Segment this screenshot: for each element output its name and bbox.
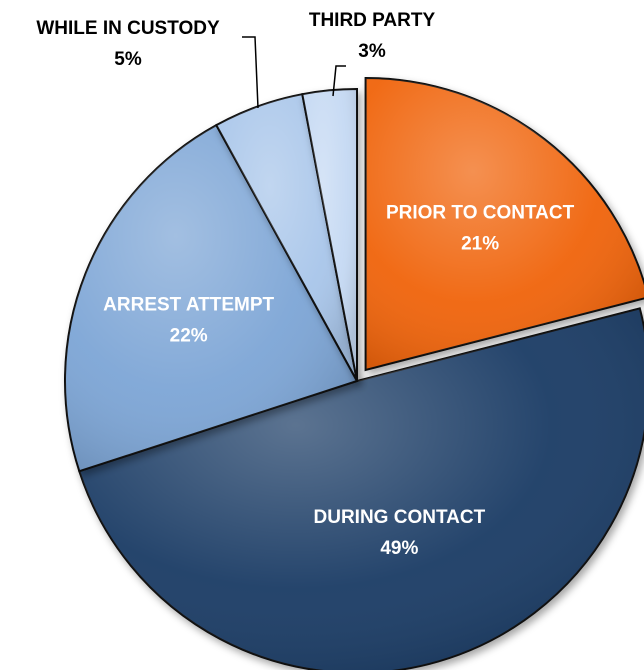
slice-value-third-party: 3% (358, 41, 386, 62)
slice-value-during-contact: 49% (380, 538, 418, 559)
leader-lines (242, 36, 346, 109)
slice-value-while-in-custody: 5% (114, 49, 142, 70)
slice-value-arrest-attempt: 22% (170, 325, 208, 346)
slice-label-third-party: THIRD PARTY (309, 10, 436, 31)
slice-value-prior-to-contact: 21% (461, 233, 499, 254)
slice-label-prior-to-contact: PRIOR TO CONTACT (386, 202, 575, 223)
leader-line-while-in-custody (242, 36, 259, 109)
slice-label-while-in-custody: WHILE IN CUSTODY (36, 18, 220, 39)
slice-label-arrest-attempt: ARREST ATTEMPT (103, 294, 274, 315)
slice-label-during-contact: DURING CONTACT (314, 507, 486, 528)
pie-slices (64, 76, 644, 670)
leader-line-third-party (332, 65, 346, 97)
slice-labels: PRIOR TO CONTACT 21% DURING CONTACT 49% ARRE… (36, 10, 574, 559)
